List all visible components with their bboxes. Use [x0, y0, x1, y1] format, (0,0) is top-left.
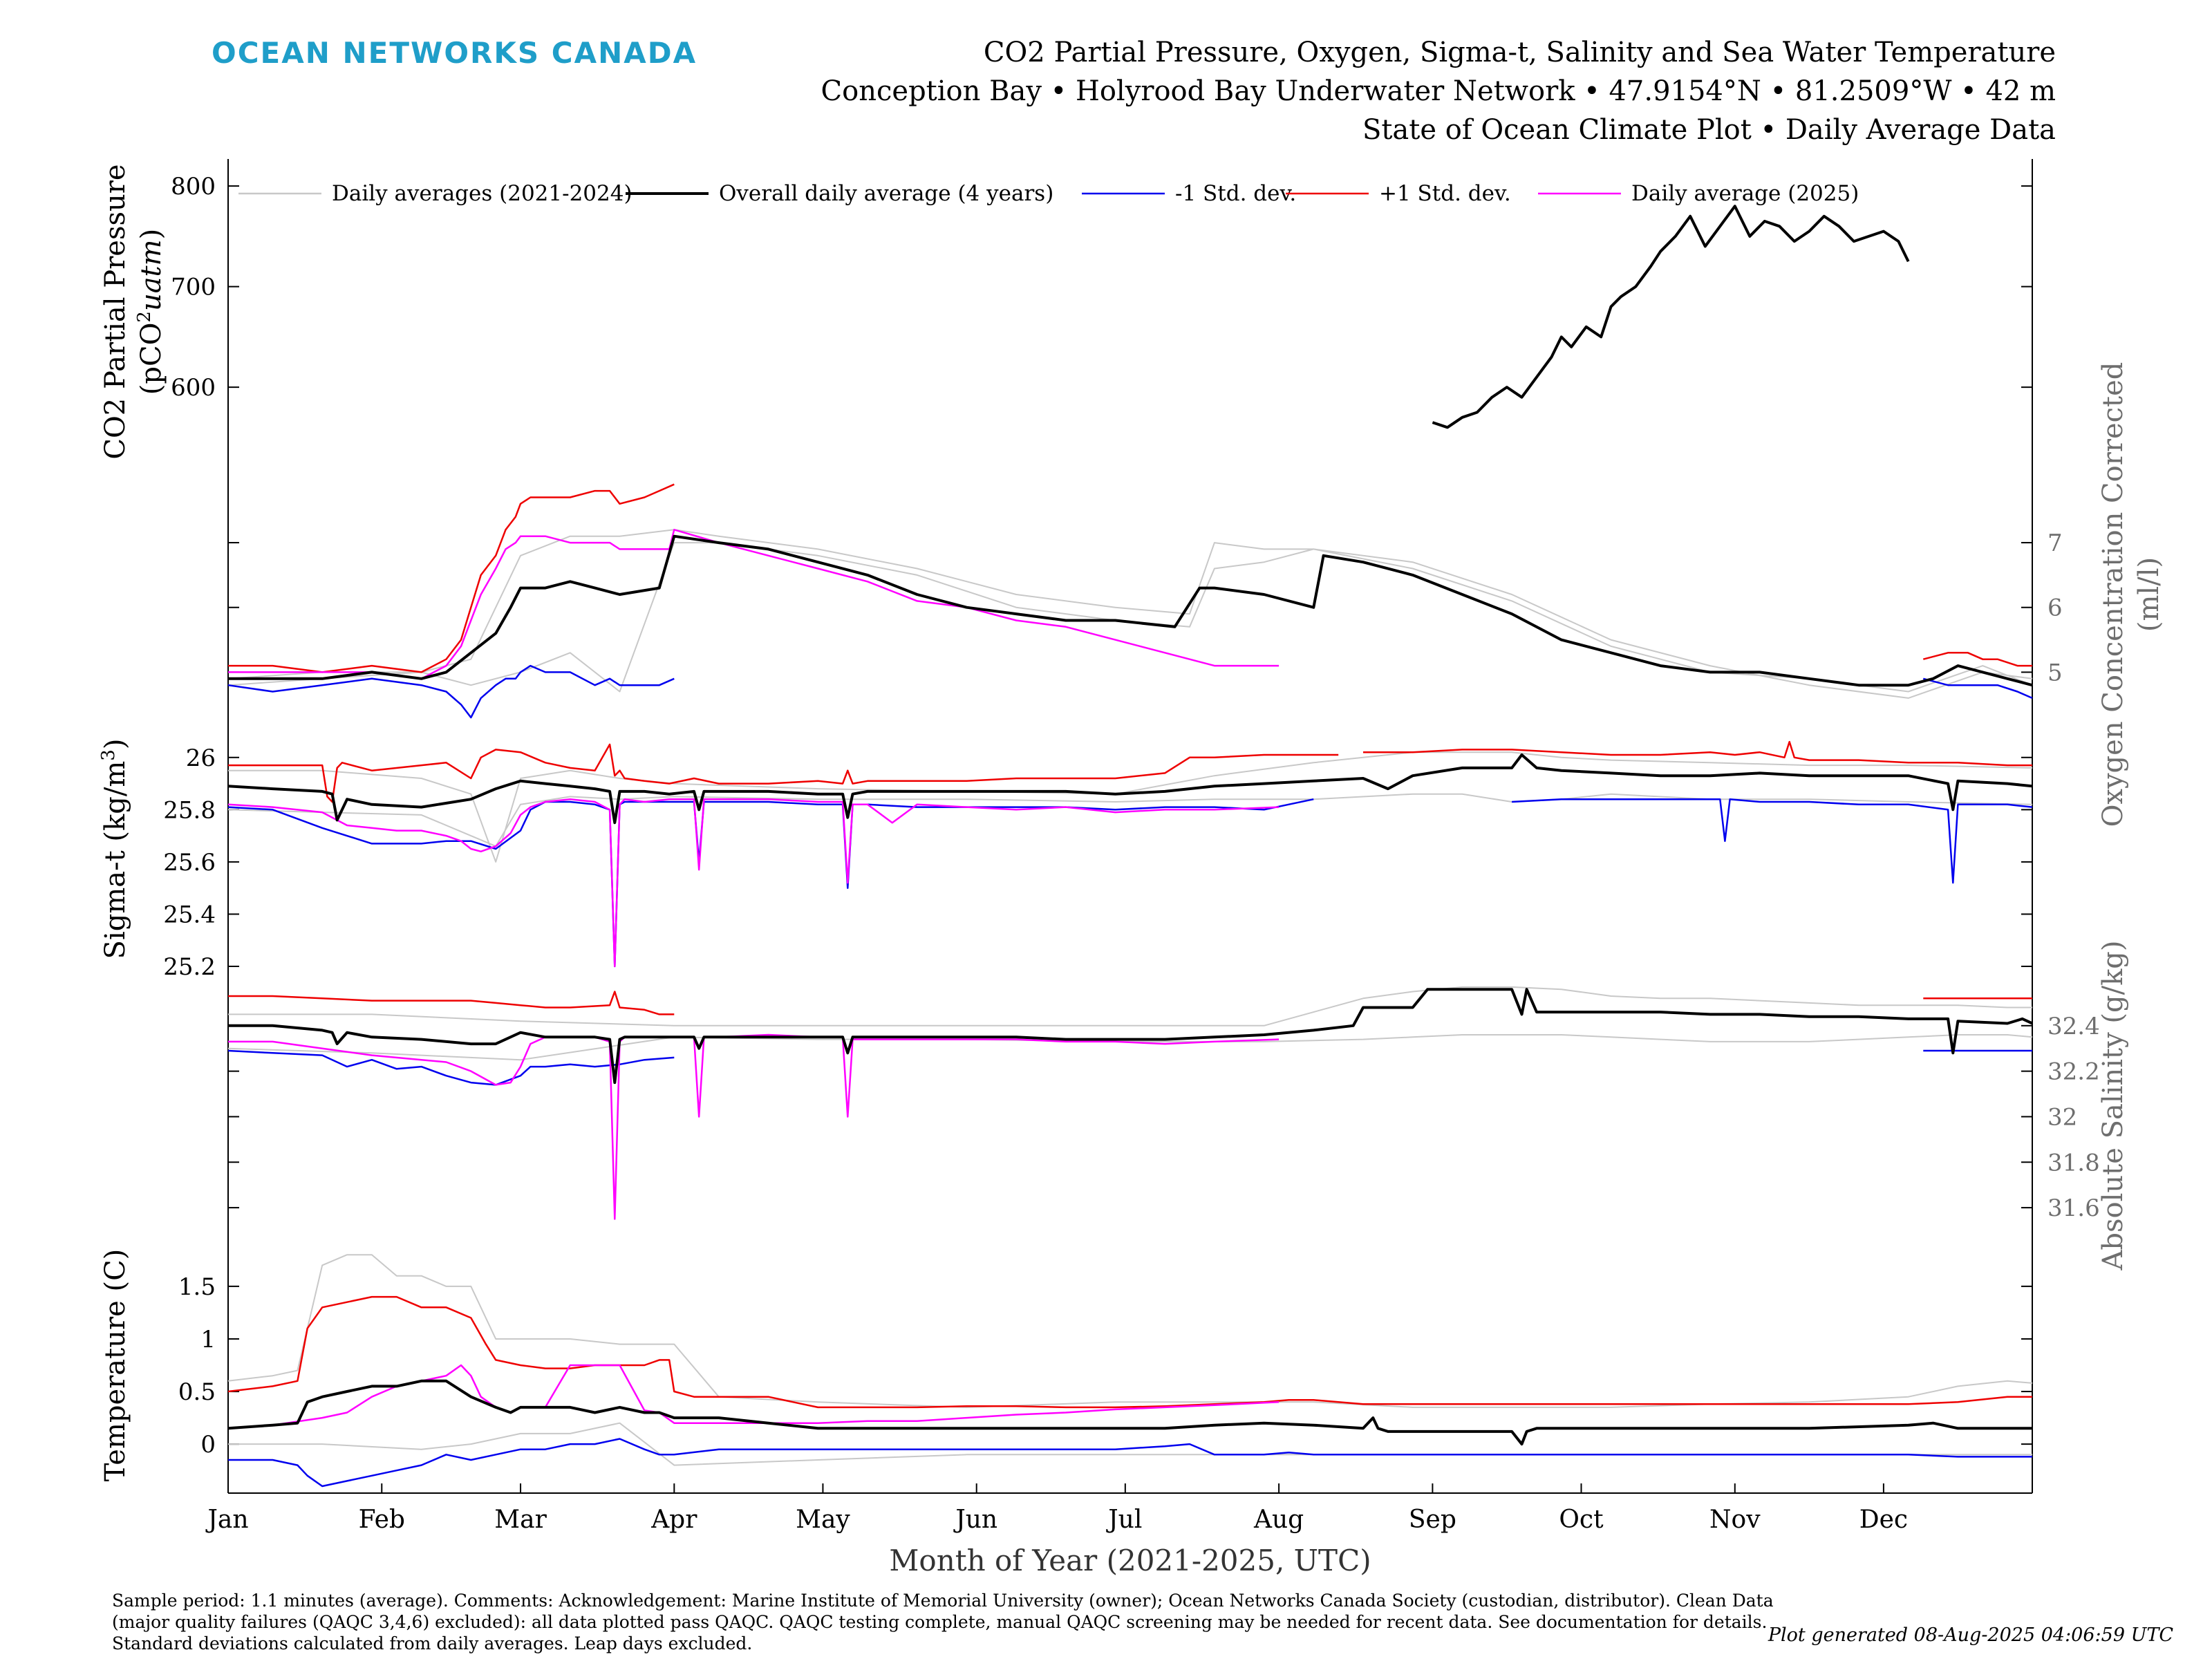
- plot-subtitle-type: State of Ocean Climate Plot • Daily Aver…: [1362, 114, 2056, 146]
- plot-subtitle-location: Conception Bay • Holyrood Bay Underwater…: [821, 75, 2056, 107]
- y-axis-label-oxygen-units: (ml/l): [2133, 557, 2165, 632]
- y-tick-label: 1.5: [178, 1273, 216, 1301]
- plot-title-block: CO2 Partial Pressure, Oxygen, Sigma-t, S…: [821, 33, 2056, 149]
- series-sigma-plus1: [228, 743, 1339, 803]
- series-oxygen-minus1: [1922, 677, 2033, 700]
- series-oxygen-plus1: [228, 483, 675, 673]
- y-tick-label: 7: [2047, 529, 2063, 557]
- series-sigma-grey: [228, 751, 2033, 863]
- series-sigma-plus1: [1363, 740, 2032, 767]
- series-temperature-minus1: [228, 1438, 2032, 1488]
- brand-logo: OCEAN NETWORKS CANADA: [212, 36, 697, 70]
- y-axis-label-co2-units: (pCO2uatm): [134, 229, 167, 395]
- legend-label: Overall daily average (4 years): [719, 181, 1053, 206]
- x-tick-label: May: [796, 1506, 850, 1534]
- y-tick-label: 31.6: [2047, 1194, 2100, 1222]
- series-oxygen-current: [228, 529, 1280, 680]
- panel-oxygen: 5 6 7 Oxygen Concentration Corrected (ml/l): [227, 362, 2165, 827]
- y-tick-label: 25.6: [163, 849, 216, 877]
- series-sigma-minus1: [227, 798, 1314, 968]
- y-tick-label: 31.8: [2047, 1149, 2100, 1177]
- x-tick-label: Sep: [1409, 1506, 1456, 1534]
- series-sigma-current: [227, 798, 1280, 968]
- x-tick-label: Feb: [359, 1506, 405, 1534]
- y-tick-label: 5: [2047, 659, 2063, 686]
- y-tick-label: 25.4: [163, 901, 216, 928]
- series-salinity-current: [228, 1033, 1280, 1220]
- legend-label: Daily averages (2021-2024): [332, 181, 632, 206]
- y-tick-label: 26: [186, 744, 216, 772]
- y-tick-label: 6: [2047, 594, 2063, 622]
- series-salinity-minus1: [227, 1049, 675, 1086]
- y-tick-label: 25.8: [163, 796, 216, 824]
- y-axis-label-sigma: Sigma-t (kg/m3): [98, 739, 131, 959]
- series-oxygen-grey: [227, 529, 2033, 699]
- generated-timestamp: Plot generated 08-Aug-2025 04:06:59 UTC: [1768, 1624, 2173, 1646]
- series-salinity-grey: [228, 986, 2032, 1027]
- y-tick-label: 0: [200, 1431, 216, 1459]
- y-tick-label: 0.5: [178, 1378, 216, 1406]
- series-sigma-minus1: [1512, 798, 2033, 884]
- legend: Daily averages (2021-2024) Overall daily …: [238, 181, 1859, 206]
- x-tick-label: Jun: [953, 1506, 997, 1534]
- panel-temperature: 0 0.5 1 1.5 Temperature (C): [100, 1249, 2033, 1488]
- plot-title: CO2 Partial Pressure, Oxygen, Sigma-t, S…: [983, 37, 2056, 68]
- x-tick-label: Jul: [1105, 1506, 1142, 1534]
- panel-co2: 600 700 800 CO2 Partial Pressure (pCO2uatm): [100, 164, 2032, 460]
- y-tick-label: 600: [171, 374, 216, 402]
- y-axis-label-co2: CO2 Partial Pressure: [100, 164, 131, 459]
- x-tick-label: Apr: [650, 1506, 697, 1534]
- x-axis-label: Month of Year (2021-2025, UTC): [889, 1544, 1371, 1577]
- series-temperature-mean: [227, 1379, 2032, 1446]
- series-salinity-mean: [228, 988, 2033, 1085]
- y-tick-label: 32: [2047, 1103, 2077, 1131]
- y-axis-label-oxygen: Oxygen Concentration Corrected: [2097, 362, 2129, 827]
- legend-label: +1 Std. dev.: [1379, 181, 1511, 206]
- panel-sigma: 25.2 25.4 25.6 25.8 26 Sigma-t (kg/m3): [98, 739, 2033, 981]
- y-tick-label: 25.2: [163, 953, 216, 981]
- x-tick-label: Mar: [494, 1506, 547, 1534]
- footnote: Sample period: 1.1 minutes (average). Co…: [112, 1591, 1774, 1653]
- series-co2-mean: [1432, 205, 1910, 429]
- series-oxygen-mean: [228, 534, 2033, 687]
- x-tick-label: Dec: [1859, 1506, 1908, 1534]
- series-temperature-plus1: [227, 1295, 2032, 1409]
- y-tick-label: 32.4: [2047, 1013, 2100, 1040]
- x-tick-label: Jan: [205, 1506, 248, 1534]
- x-tick-label: Aug: [1253, 1506, 1304, 1534]
- x-tick-label: Oct: [1559, 1506, 1604, 1534]
- legend-label: Daily average (2025): [1631, 181, 1859, 206]
- legend-label: -1 Std. dev.: [1175, 181, 1296, 206]
- series-sigma-grey: [227, 793, 2033, 847]
- series-oxygen-grey: [227, 542, 2033, 693]
- series-oxygen-minus1: [227, 664, 675, 719]
- y-tick-label: 800: [171, 173, 216, 200]
- series-oxygen-plus1: [1922, 652, 2032, 667]
- series-sigma-mean: [227, 753, 2033, 825]
- series-salinity-plus1: [228, 991, 675, 1015]
- series-temperature-grey: [227, 1254, 2033, 1408]
- y-axis-label-temperature: Temperature (C): [100, 1249, 131, 1482]
- y-tick-label: 1: [200, 1326, 216, 1353]
- series-salinity-grey: [227, 1034, 2033, 1061]
- y-tick-label: 700: [171, 274, 216, 301]
- x-tick-label: Nov: [1709, 1506, 1761, 1534]
- y-tick-label: 32.2: [2047, 1058, 2100, 1086]
- y-axis-label-salinity: Absolute Salinity (g/kg): [2097, 940, 2129, 1271]
